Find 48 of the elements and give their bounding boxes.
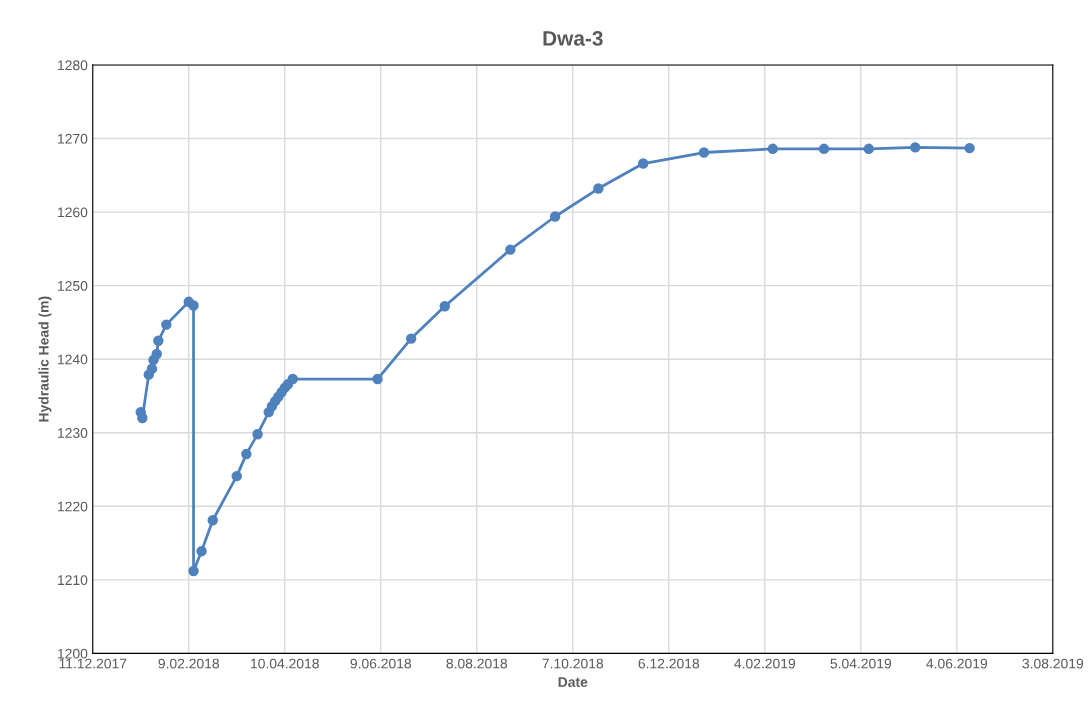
point: [593, 183, 604, 194]
point: [151, 348, 162, 360]
y-tick-label: 1200: [58, 648, 88, 659]
x-tick-label: 4.06.2019: [926, 658, 988, 669]
x-tick-label: 7.10.2018: [542, 658, 604, 669]
point: [231, 470, 242, 482]
y-tick-label: 1280: [58, 60, 88, 71]
x-tick-label: 5.04.2019: [830, 658, 892, 669]
point: [287, 373, 298, 385]
point: [549, 211, 561, 222]
y-tick-label: 1220: [58, 501, 88, 512]
y-tick-label: 1210: [58, 575, 88, 586]
point: [188, 300, 199, 311]
point: [207, 515, 218, 526]
point: [863, 143, 875, 155]
point: [767, 143, 779, 155]
x-tick-label: 4.02.2019: [734, 658, 796, 669]
y-tick-label: 1270: [58, 133, 88, 144]
point: [698, 147, 710, 158]
point: [964, 142, 975, 154]
x-tick-label: 3.08.2019: [1022, 658, 1084, 669]
x-tick-label: 11.12.2017: [59, 658, 127, 669]
y-tick-label: 1240: [58, 354, 88, 365]
x-axis-title: Date: [558, 677, 588, 687]
point: [161, 319, 172, 330]
point: [146, 363, 158, 374]
point: [188, 565, 199, 577]
x-tick-label: 6.12.2018: [638, 658, 700, 669]
chart-title: Dwa-3: [543, 30, 603, 46]
point: [153, 335, 164, 347]
y-tick-label: 1250: [58, 280, 88, 291]
point: [505, 244, 516, 255]
point: [196, 545, 207, 557]
x-tick-label: 9.02.2018: [158, 658, 220, 669]
x-tick-label: 9.06.2018: [350, 658, 412, 669]
x-tick-label: 10.04.2018: [251, 658, 319, 669]
point: [818, 143, 830, 155]
point: [241, 448, 252, 460]
y-tick-label: 1260: [58, 207, 88, 218]
x-tick-label: 8.08.2018: [446, 658, 508, 669]
y-axis-title: Hydraulic Head (m): [38, 296, 52, 422]
point: [637, 158, 649, 169]
point: [439, 301, 450, 312]
y-tick-label: 1230: [58, 428, 88, 438]
point: [909, 142, 921, 153]
point: [405, 333, 417, 344]
point: [372, 373, 383, 385]
point: [252, 429, 263, 440]
